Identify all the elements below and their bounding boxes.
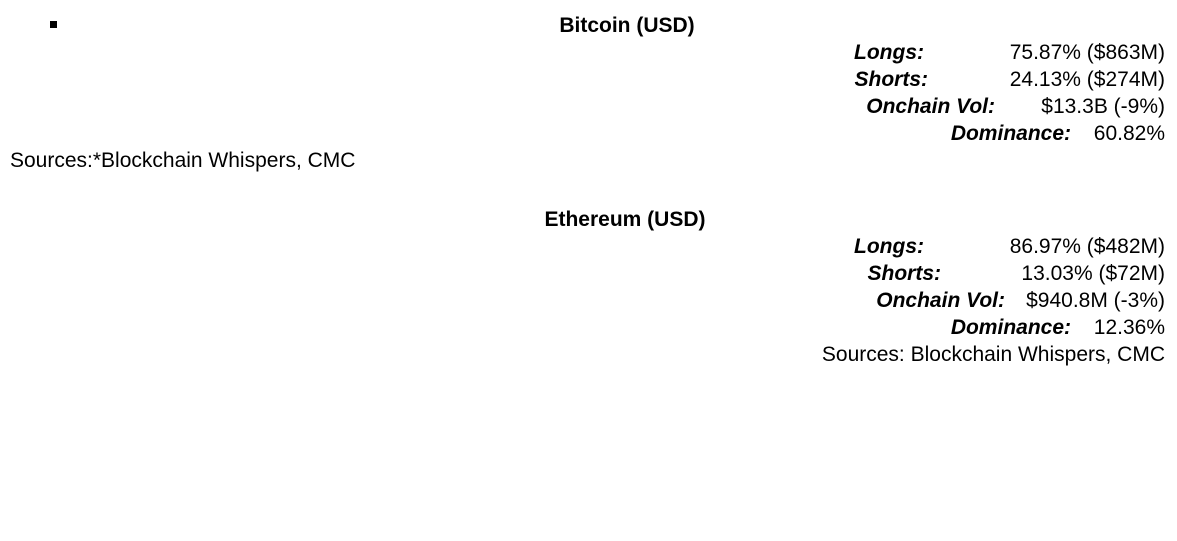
bitcoin-onchain-label: Onchain Vol:	[866, 95, 995, 118]
ethereum-onchain-label: Onchain Vol:	[876, 289, 1005, 312]
bitcoin-title: Bitcoin (USD)	[559, 14, 695, 37]
ethereum-onchain-value: $940.8M (-3%)	[1026, 289, 1165, 312]
bitcoin-longs-value: 75.87% ($863M)	[1009, 41, 1165, 64]
bitcoin-longs-label: Longs:	[854, 41, 924, 64]
bitcoin-sources: Sources:*Blockchain Whispers, CMC	[10, 149, 356, 172]
ethereum-dominance-value: 12.36%	[1093, 316, 1165, 339]
bitcoin-shorts-label: Shorts:	[854, 68, 929, 91]
ethereum-shorts-label: Shorts:	[867, 262, 942, 285]
ethereum-title: Ethereum (USD)	[544, 208, 706, 231]
bitcoin-dominance-value: 60.82%	[1093, 122, 1165, 145]
ethereum-shorts-value: 13.03% ($72M)	[1021, 262, 1165, 285]
ethereum-sources: Sources: Blockchain Whispers, CMC	[821, 343, 1165, 366]
list-bullet	[50, 21, 57, 28]
bitcoin-onchain-value: $13.3B (-9%)	[1041, 95, 1165, 118]
bitcoin-dominance-label: Dominance:	[950, 122, 1071, 145]
ethereum-longs-label: Longs:	[854, 235, 924, 258]
bitcoin-shorts-value: 24.13% ($274M)	[1009, 68, 1165, 91]
ethereum-longs-value: 86.97% ($482M)	[1009, 235, 1165, 258]
ethereum-dominance-label: Dominance:	[950, 316, 1071, 339]
